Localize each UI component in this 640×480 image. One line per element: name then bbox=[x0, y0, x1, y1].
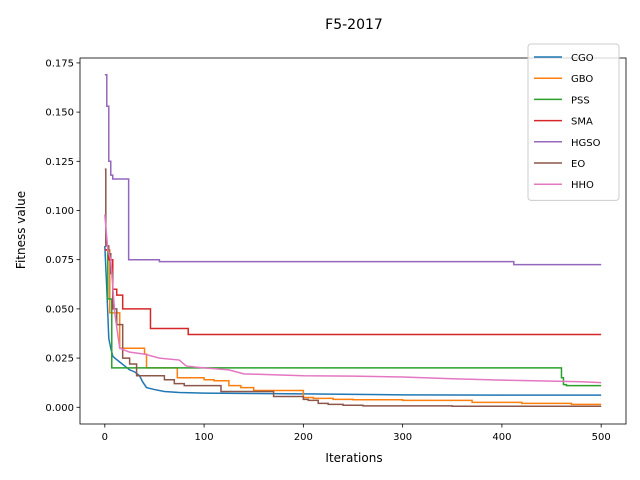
chart-title: F5-2017 bbox=[325, 17, 383, 33]
y-tick-label: 0.000 bbox=[45, 403, 74, 414]
x-tick-label: 500 bbox=[592, 432, 611, 443]
legend-frame bbox=[527, 43, 620, 201]
plot-area bbox=[79, 57, 627, 425]
series-lines bbox=[104, 73, 602, 408]
x-tick-label: 400 bbox=[492, 432, 511, 443]
x-tick-label: 0 bbox=[102, 432, 108, 443]
y-tick-label: 0.100 bbox=[45, 206, 74, 217]
series-line-hgso bbox=[104, 73, 602, 266]
x-tick-label: 100 bbox=[195, 432, 214, 443]
legend-label-hho: HHO bbox=[571, 180, 594, 191]
legend-label-hgso: HGSO bbox=[571, 138, 601, 149]
y-tick-label: 0.125 bbox=[45, 157, 74, 168]
y-tick-label: 0.075 bbox=[45, 255, 74, 266]
x-tick-label: 200 bbox=[294, 432, 313, 443]
y-tick-label: 0.175 bbox=[45, 58, 74, 69]
y-axis-label: Fitness value bbox=[14, 191, 28, 269]
legend-label-gbo: GBO bbox=[571, 74, 593, 85]
x-axis-label: Iterations bbox=[325, 451, 382, 465]
legend: CGO GBO PSS SMA HGSO EO HHO bbox=[527, 43, 620, 201]
series-line-hho bbox=[104, 214, 602, 384]
y-tick-label: 0.050 bbox=[45, 304, 74, 315]
y-tick-label: 0.025 bbox=[45, 354, 74, 365]
legend-label-cgo: CGO bbox=[571, 53, 594, 64]
x-axis-ticks: 0 100 200 300 400 500 bbox=[102, 424, 611, 443]
y-tick-label: 0.150 bbox=[45, 108, 74, 119]
x-tick-label: 300 bbox=[393, 432, 412, 443]
series-line-pss bbox=[104, 249, 602, 387]
y-axis-ticks: 0.000 0.025 0.050 0.075 0.100 0.125 0.150 0.175 bbox=[45, 58, 80, 414]
series-line-sma bbox=[104, 249, 602, 336]
legend-label-pss: PSS bbox=[571, 95, 590, 106]
legend-label-eo: EO bbox=[571, 159, 585, 170]
axes-frame bbox=[79, 57, 627, 425]
legend-label-sma: SMA bbox=[571, 117, 593, 128]
